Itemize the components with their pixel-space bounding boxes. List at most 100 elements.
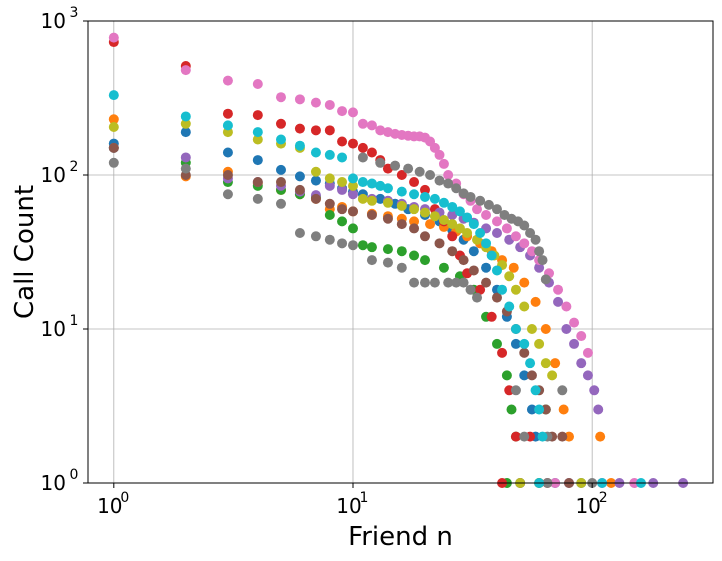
data-point (519, 277, 530, 288)
data-point (180, 127, 191, 138)
data-point (347, 107, 358, 118)
data-point (483, 199, 494, 210)
data-point (557, 385, 568, 396)
y-tick-exponent: 0 (70, 467, 79, 483)
x-axis-label: Friend n (348, 522, 453, 552)
data-point (526, 246, 537, 257)
data-point (108, 90, 119, 101)
data-point (537, 431, 548, 442)
data-point (419, 207, 430, 218)
data-point (294, 184, 305, 195)
data-point (447, 246, 458, 257)
data-point (486, 250, 497, 261)
y-tick-exponent: 1 (70, 313, 79, 329)
data-point (409, 189, 420, 200)
data-point (275, 198, 286, 209)
data-point (557, 431, 568, 442)
data-point (396, 246, 407, 257)
data-point (180, 152, 191, 163)
data-point (337, 238, 348, 249)
y-axis-label: Call Count (10, 185, 40, 319)
data-point (468, 219, 479, 230)
data-point (540, 274, 551, 285)
data-point (337, 152, 348, 163)
data-point (519, 220, 530, 231)
data-point (396, 262, 407, 273)
y-tick-label: 10 (41, 163, 66, 187)
data-point (438, 262, 449, 273)
data-point (375, 125, 386, 136)
data-point (275, 177, 286, 188)
data-point (508, 262, 519, 273)
data-point (419, 255, 430, 266)
data-point (589, 385, 600, 396)
data-point (434, 175, 445, 186)
data-point (425, 170, 436, 180)
data-point (582, 370, 593, 381)
data-point (222, 147, 233, 158)
data-point (510, 284, 521, 295)
series-7 (108, 152, 598, 488)
data-point (108, 142, 119, 153)
data-point (366, 147, 377, 158)
data-point (324, 149, 335, 160)
data-point (366, 255, 377, 266)
plot-frame (87, 20, 714, 484)
data-point (429, 211, 440, 222)
data-point (491, 338, 502, 349)
data-point (324, 209, 335, 220)
data-point (462, 212, 473, 223)
data-point (252, 78, 263, 89)
data-point (310, 125, 321, 136)
data-point (294, 94, 305, 105)
x-tick-exponent: 0 (120, 490, 129, 506)
data-point (347, 189, 358, 200)
data-point (491, 265, 502, 276)
data-point (506, 404, 517, 415)
data-point (357, 240, 368, 251)
data-point (337, 184, 348, 195)
data-point (409, 277, 420, 288)
data-point (324, 99, 335, 110)
data-point (519, 431, 530, 442)
data-point (534, 262, 545, 273)
data-point (294, 228, 305, 239)
data-point (108, 121, 119, 132)
data-point (501, 370, 512, 381)
data-point (526, 324, 537, 334)
data-point (447, 201, 458, 212)
data-point (375, 180, 386, 191)
data-point (275, 118, 286, 129)
data-point (576, 358, 587, 369)
data-point (403, 163, 414, 174)
data-point (409, 204, 420, 215)
data-point (419, 277, 430, 288)
data-point (593, 404, 604, 415)
data-point (530, 234, 541, 245)
data-point (458, 255, 469, 266)
data-point (382, 213, 393, 224)
data-point (337, 177, 348, 188)
data-point (396, 170, 407, 180)
data-point (497, 284, 508, 295)
data-point (475, 195, 486, 206)
data-point (357, 152, 368, 163)
data-point (419, 184, 430, 195)
data-point (526, 370, 537, 381)
data-point (310, 231, 321, 242)
data-point (458, 277, 469, 288)
data-point (357, 118, 368, 129)
data-point (409, 177, 420, 188)
data-point (540, 358, 551, 369)
data-point (357, 193, 368, 204)
data-point (252, 134, 263, 145)
data-point (472, 292, 483, 303)
data-point (569, 317, 580, 328)
y-tick-label: 10 (41, 471, 66, 495)
y-tick-exponent: 3 (70, 5, 79, 21)
data-point (447, 231, 458, 242)
data-point (409, 250, 420, 261)
data-point (451, 277, 462, 288)
data-point (366, 120, 377, 131)
